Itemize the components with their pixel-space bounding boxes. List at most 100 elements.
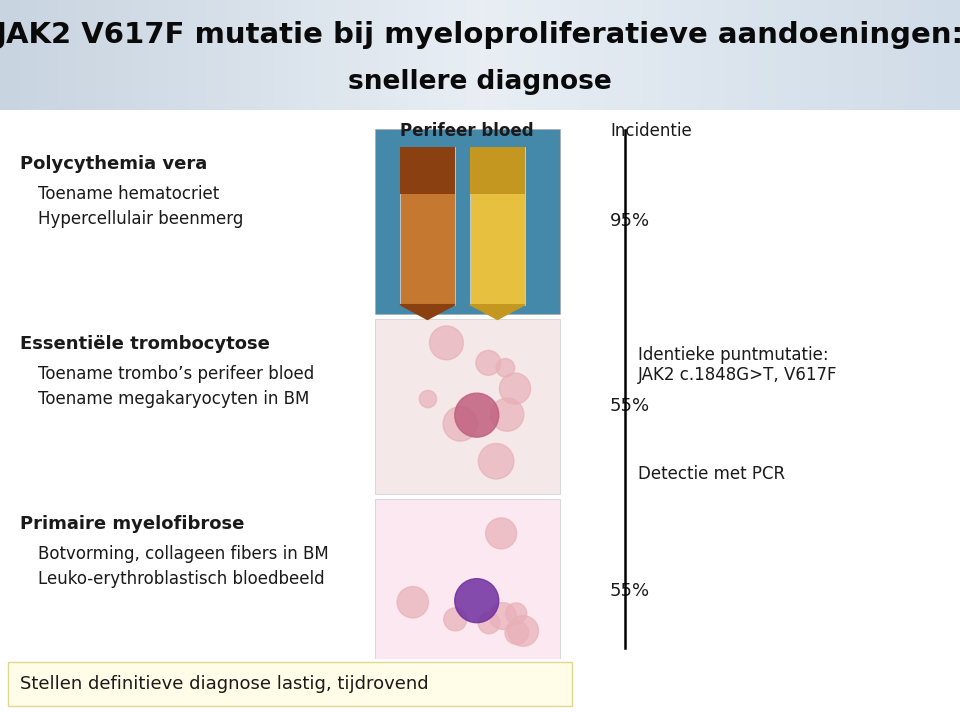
Bar xyxy=(878,0,883,110)
Bar xyxy=(672,0,677,110)
Bar xyxy=(754,0,758,110)
Bar xyxy=(346,0,350,110)
Bar xyxy=(298,0,302,110)
Bar xyxy=(706,0,710,110)
Circle shape xyxy=(444,608,467,631)
Bar xyxy=(163,0,168,110)
Circle shape xyxy=(455,393,499,437)
Bar xyxy=(739,0,744,110)
FancyBboxPatch shape xyxy=(8,661,572,706)
Bar xyxy=(811,0,816,110)
Text: Identieke puntmutatie:: Identieke puntmutatie: xyxy=(638,346,828,364)
Bar xyxy=(379,0,384,110)
Circle shape xyxy=(429,326,464,360)
Bar xyxy=(893,0,898,110)
Bar xyxy=(782,0,787,110)
Bar xyxy=(715,0,720,110)
Bar xyxy=(293,0,298,110)
Bar xyxy=(120,0,125,110)
Bar xyxy=(542,0,547,110)
Bar xyxy=(62,0,67,110)
Bar xyxy=(792,0,797,110)
Text: Detectie met PCR: Detectie met PCR xyxy=(638,465,785,483)
Bar xyxy=(950,0,955,110)
Bar xyxy=(902,0,907,110)
Text: snellere diagnose: snellere diagnose xyxy=(348,68,612,95)
Bar xyxy=(206,0,211,110)
Bar xyxy=(874,0,878,110)
Bar xyxy=(43,0,48,110)
Bar xyxy=(422,0,427,110)
Bar xyxy=(400,147,455,305)
Bar xyxy=(480,0,485,110)
Bar xyxy=(226,0,230,110)
Text: Hypercellulair beenmerg: Hypercellulair beenmerg xyxy=(38,210,244,228)
Bar xyxy=(821,0,826,110)
Circle shape xyxy=(496,359,515,377)
Bar xyxy=(5,0,10,110)
Bar xyxy=(629,0,634,110)
Bar xyxy=(283,0,288,110)
Bar xyxy=(470,0,475,110)
Bar xyxy=(384,0,389,110)
Bar xyxy=(0,0,5,110)
Bar xyxy=(643,0,648,110)
Bar xyxy=(360,0,365,110)
Polygon shape xyxy=(400,305,455,320)
Bar xyxy=(600,0,605,110)
Bar xyxy=(446,0,451,110)
Bar xyxy=(115,0,120,110)
Bar xyxy=(58,0,62,110)
Text: 95%: 95% xyxy=(610,212,650,231)
Bar xyxy=(202,0,206,110)
Bar xyxy=(518,0,523,110)
Bar xyxy=(730,0,734,110)
Bar xyxy=(720,0,725,110)
Bar xyxy=(888,0,893,110)
Bar xyxy=(355,0,360,110)
Bar xyxy=(581,0,586,110)
Bar xyxy=(682,0,686,110)
Bar xyxy=(586,0,590,110)
Circle shape xyxy=(455,579,499,623)
Text: Botvorming, collageen fibers in BM: Botvorming, collageen fibers in BM xyxy=(38,545,328,563)
Bar xyxy=(259,0,264,110)
Bar xyxy=(557,0,562,110)
Bar xyxy=(610,0,614,110)
Bar xyxy=(374,0,379,110)
Bar xyxy=(72,0,77,110)
Bar xyxy=(134,0,139,110)
Text: Incidentie: Incidentie xyxy=(610,122,692,140)
Text: Toename trombo’s perifeer bloed: Toename trombo’s perifeer bloed xyxy=(38,365,314,383)
Bar xyxy=(245,0,250,110)
Bar xyxy=(648,0,653,110)
Bar xyxy=(763,0,768,110)
Bar xyxy=(53,0,58,110)
Bar xyxy=(797,0,802,110)
Bar xyxy=(859,0,864,110)
Bar xyxy=(845,0,850,110)
Bar xyxy=(14,0,19,110)
Bar xyxy=(922,0,926,110)
Polygon shape xyxy=(470,305,525,320)
Bar xyxy=(230,0,235,110)
Bar xyxy=(370,0,374,110)
Bar xyxy=(802,0,806,110)
Bar xyxy=(658,0,662,110)
Text: Stellen definitieve diagnose lastig, tijdrovend: Stellen definitieve diagnose lastig, tij… xyxy=(20,675,428,693)
Bar xyxy=(504,0,509,110)
Text: JAK2 V617F mutatie bij myeloproliferatieve aandoeningen:: JAK2 V617F mutatie bij myeloproliferatie… xyxy=(0,21,960,49)
Bar xyxy=(375,129,560,314)
Bar xyxy=(149,0,154,110)
Bar xyxy=(427,0,432,110)
Bar xyxy=(566,0,571,110)
Bar xyxy=(490,0,494,110)
Bar xyxy=(869,0,874,110)
Bar xyxy=(614,0,619,110)
Bar xyxy=(106,0,110,110)
Bar xyxy=(917,0,922,110)
Bar xyxy=(701,0,706,110)
Bar xyxy=(67,0,72,110)
Bar xyxy=(576,0,581,110)
Bar xyxy=(686,0,691,110)
